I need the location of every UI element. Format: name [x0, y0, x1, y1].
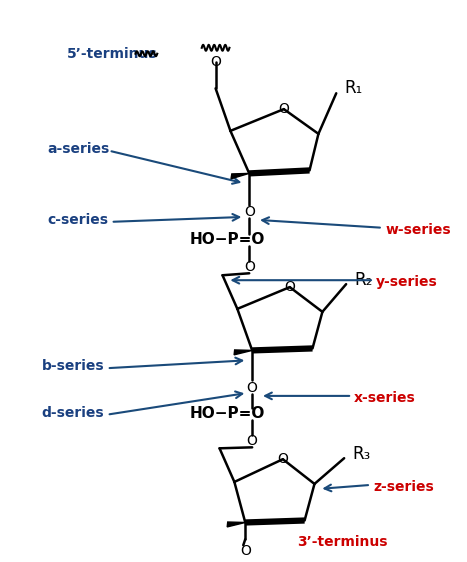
Text: y-series: y-series [376, 275, 438, 289]
Text: a-series: a-series [48, 142, 110, 156]
Text: 5’-terminus: 5’-terminus [67, 47, 158, 61]
Text: w-series: w-series [386, 223, 451, 237]
Text: HO−P=O: HO−P=O [190, 406, 265, 421]
Polygon shape [234, 350, 252, 355]
Text: O: O [247, 434, 258, 448]
Text: O: O [278, 102, 289, 116]
Polygon shape [231, 174, 249, 179]
Text: O: O [240, 544, 251, 558]
Text: c-series: c-series [48, 213, 108, 227]
Text: O: O [284, 280, 295, 294]
Text: O: O [244, 205, 255, 219]
Text: z-series: z-series [374, 480, 435, 494]
Text: R₃: R₃ [352, 445, 370, 463]
Text: d-series: d-series [42, 406, 104, 420]
Text: O: O [210, 55, 221, 69]
Text: O: O [244, 260, 255, 274]
Text: x-series: x-series [354, 391, 416, 405]
Text: R₂: R₂ [354, 271, 372, 289]
Text: O: O [277, 452, 288, 466]
Text: HO−P=O: HO−P=O [190, 232, 265, 247]
Text: b-series: b-series [42, 359, 104, 373]
Text: R₁: R₁ [344, 79, 362, 97]
Text: 3’-terminus: 3’-terminus [297, 535, 387, 549]
Text: O: O [247, 381, 258, 395]
Polygon shape [227, 522, 245, 527]
